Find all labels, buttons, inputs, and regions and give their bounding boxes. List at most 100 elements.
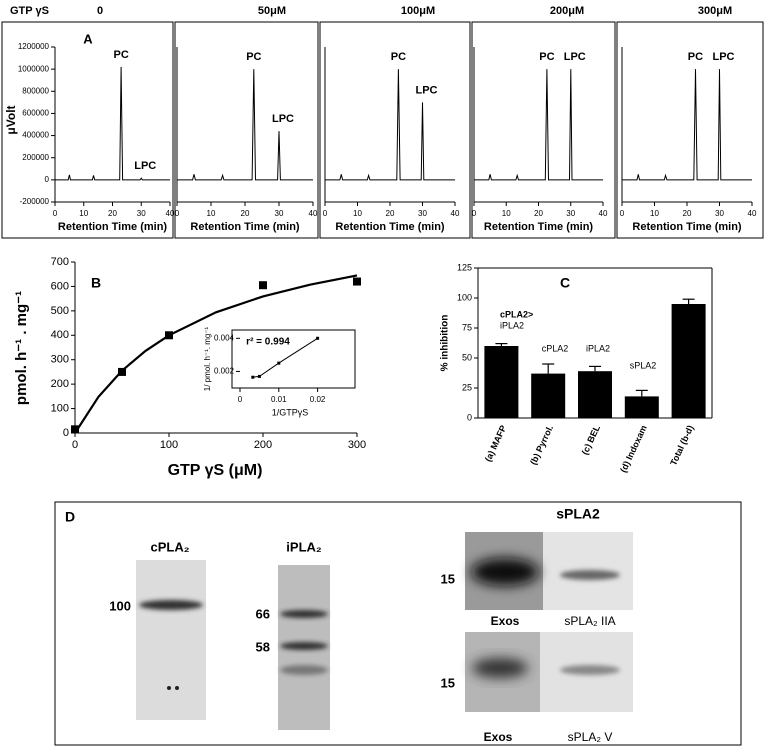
y-tick-label: 1000000 bbox=[18, 64, 50, 73]
bar bbox=[671, 304, 706, 418]
x-tick-label: 200 bbox=[254, 439, 272, 451]
x-tick-label: 0 bbox=[620, 209, 625, 218]
y-tick-label: 125 bbox=[457, 262, 472, 272]
blot-title: iPLA₂ bbox=[286, 539, 322, 554]
x-tick-label: 0 bbox=[53, 209, 58, 218]
header-column: 200μM bbox=[550, 5, 584, 17]
lane-label: Exos bbox=[484, 730, 513, 744]
x-tick-label: (d) Indoxam bbox=[618, 424, 649, 474]
annotation: cPLA2 bbox=[542, 343, 569, 353]
y-tick-label: 200 bbox=[51, 378, 69, 390]
panel-frame bbox=[1, 21, 174, 239]
x-axis-label: Retention Time (min) bbox=[632, 221, 742, 233]
peak-label: LPC bbox=[134, 160, 156, 172]
blot-images bbox=[136, 532, 633, 730]
chromatogram-line bbox=[622, 69, 752, 181]
x-tick-label: 30 bbox=[275, 209, 284, 218]
x-tick-label: 10 bbox=[650, 209, 659, 218]
header-label: GTP γS bbox=[10, 5, 49, 17]
annotation: iPLA2 bbox=[586, 343, 610, 353]
lane-label: sPLA₂ V bbox=[568, 730, 613, 744]
lane-label: Exos bbox=[491, 614, 520, 628]
panel-frame bbox=[319, 21, 471, 239]
panel-label: B bbox=[91, 275, 101, 291]
blot-title: sPLA2 bbox=[556, 506, 600, 522]
x-tick-label: 10 bbox=[502, 209, 511, 218]
mw-marker: 58 bbox=[256, 639, 270, 654]
y-tick-label: 700 bbox=[51, 256, 69, 268]
x-tick-label: 0 bbox=[72, 439, 78, 451]
peak-label: PC bbox=[539, 51, 554, 63]
y-axis-label: 1/ pmol. h⁻¹. mg⁻¹ bbox=[203, 326, 212, 391]
panel-label: C bbox=[560, 275, 570, 291]
peak-label: PC bbox=[688, 51, 703, 63]
data-point bbox=[251, 375, 255, 379]
x-tick-label: 20 bbox=[241, 209, 250, 218]
y-tick-label: 0 bbox=[63, 427, 69, 439]
y-tick-label: 600 bbox=[51, 280, 69, 292]
y-tick-label: 0 bbox=[467, 412, 472, 422]
x-tick-label: 100 bbox=[160, 439, 178, 451]
x-tick-label: 40 bbox=[748, 209, 757, 218]
panel-label: A bbox=[83, 31, 93, 46]
annotation: iPLA2 bbox=[500, 320, 524, 330]
x-axis-label: Retention Time (min) bbox=[58, 221, 168, 233]
x-tick-label: 40 bbox=[451, 209, 460, 218]
x-tick-label: 0 bbox=[323, 209, 328, 218]
peak-label: LPC bbox=[564, 51, 586, 63]
chromatogram-line bbox=[55, 66, 170, 181]
annotation: r² = 0.994 bbox=[246, 337, 290, 348]
y-tick-label: 600000 bbox=[22, 109, 49, 118]
data-point bbox=[71, 425, 79, 434]
y-tick-label: 100 bbox=[51, 402, 69, 414]
x-tick-label: 0.01 bbox=[271, 395, 287, 404]
header-column: 300μM bbox=[698, 5, 732, 17]
data-point bbox=[316, 336, 320, 340]
x-tick-label: 40 bbox=[166, 209, 175, 218]
x-tick-label: 10 bbox=[79, 209, 88, 218]
regression-line bbox=[252, 337, 318, 378]
x-tick-label: 40 bbox=[309, 209, 318, 218]
y-tick-label: 0.004 bbox=[214, 333, 235, 342]
y-tick-label: 500 bbox=[51, 305, 69, 317]
y-axis-label: μVolt bbox=[4, 105, 18, 134]
x-tick-label: 20 bbox=[386, 209, 395, 218]
x-tick-label: 30 bbox=[715, 209, 724, 218]
y-tick-label: 75 bbox=[462, 322, 472, 332]
y-tick-label: 25 bbox=[462, 382, 472, 392]
x-tick-label: 20 bbox=[108, 209, 117, 218]
peak-label: LPC bbox=[272, 113, 294, 125]
peak-label: PC bbox=[246, 51, 261, 63]
data-point bbox=[259, 281, 267, 290]
x-tick-label: 300 bbox=[348, 439, 366, 451]
peak-label: LPC bbox=[713, 51, 735, 63]
peak-label: PC bbox=[113, 49, 128, 61]
data-point bbox=[165, 331, 173, 340]
header-column: 0 bbox=[97, 5, 103, 17]
y-tick-label: 1200000 bbox=[18, 42, 50, 51]
panel-frame bbox=[471, 21, 616, 239]
bar bbox=[578, 371, 612, 418]
x-tick-label: 40 bbox=[599, 209, 608, 218]
y-tick-label: 300 bbox=[51, 354, 69, 366]
peak-label: LPC bbox=[416, 84, 438, 96]
y-tick-label: 100 bbox=[457, 292, 472, 302]
mw-marker: 15 bbox=[441, 675, 455, 690]
mw-marker: 100 bbox=[109, 598, 131, 613]
panel-label: D bbox=[65, 509, 75, 525]
y-tick-label: 800000 bbox=[22, 86, 49, 95]
x-tick-label: (a) MAFP bbox=[483, 424, 509, 464]
x-tick-label: (c) BEL bbox=[580, 423, 603, 456]
y-tick-label: 0 bbox=[45, 175, 50, 184]
x-axis-label: Retention Time (min) bbox=[335, 221, 445, 233]
x-tick-label: 10 bbox=[353, 209, 362, 218]
bar bbox=[624, 396, 659, 418]
data-point bbox=[118, 367, 126, 376]
mw-marker: 66 bbox=[256, 606, 270, 621]
mw-marker: 15 bbox=[441, 571, 455, 586]
x-tick-label: Total (b-d) bbox=[668, 424, 695, 467]
x-tick-label: 0 bbox=[238, 395, 243, 404]
annotation: cPLA2> bbox=[500, 309, 533, 319]
x-axis-label: Retention Time (min) bbox=[484, 221, 594, 233]
y-tick-label: 400 bbox=[51, 329, 69, 341]
